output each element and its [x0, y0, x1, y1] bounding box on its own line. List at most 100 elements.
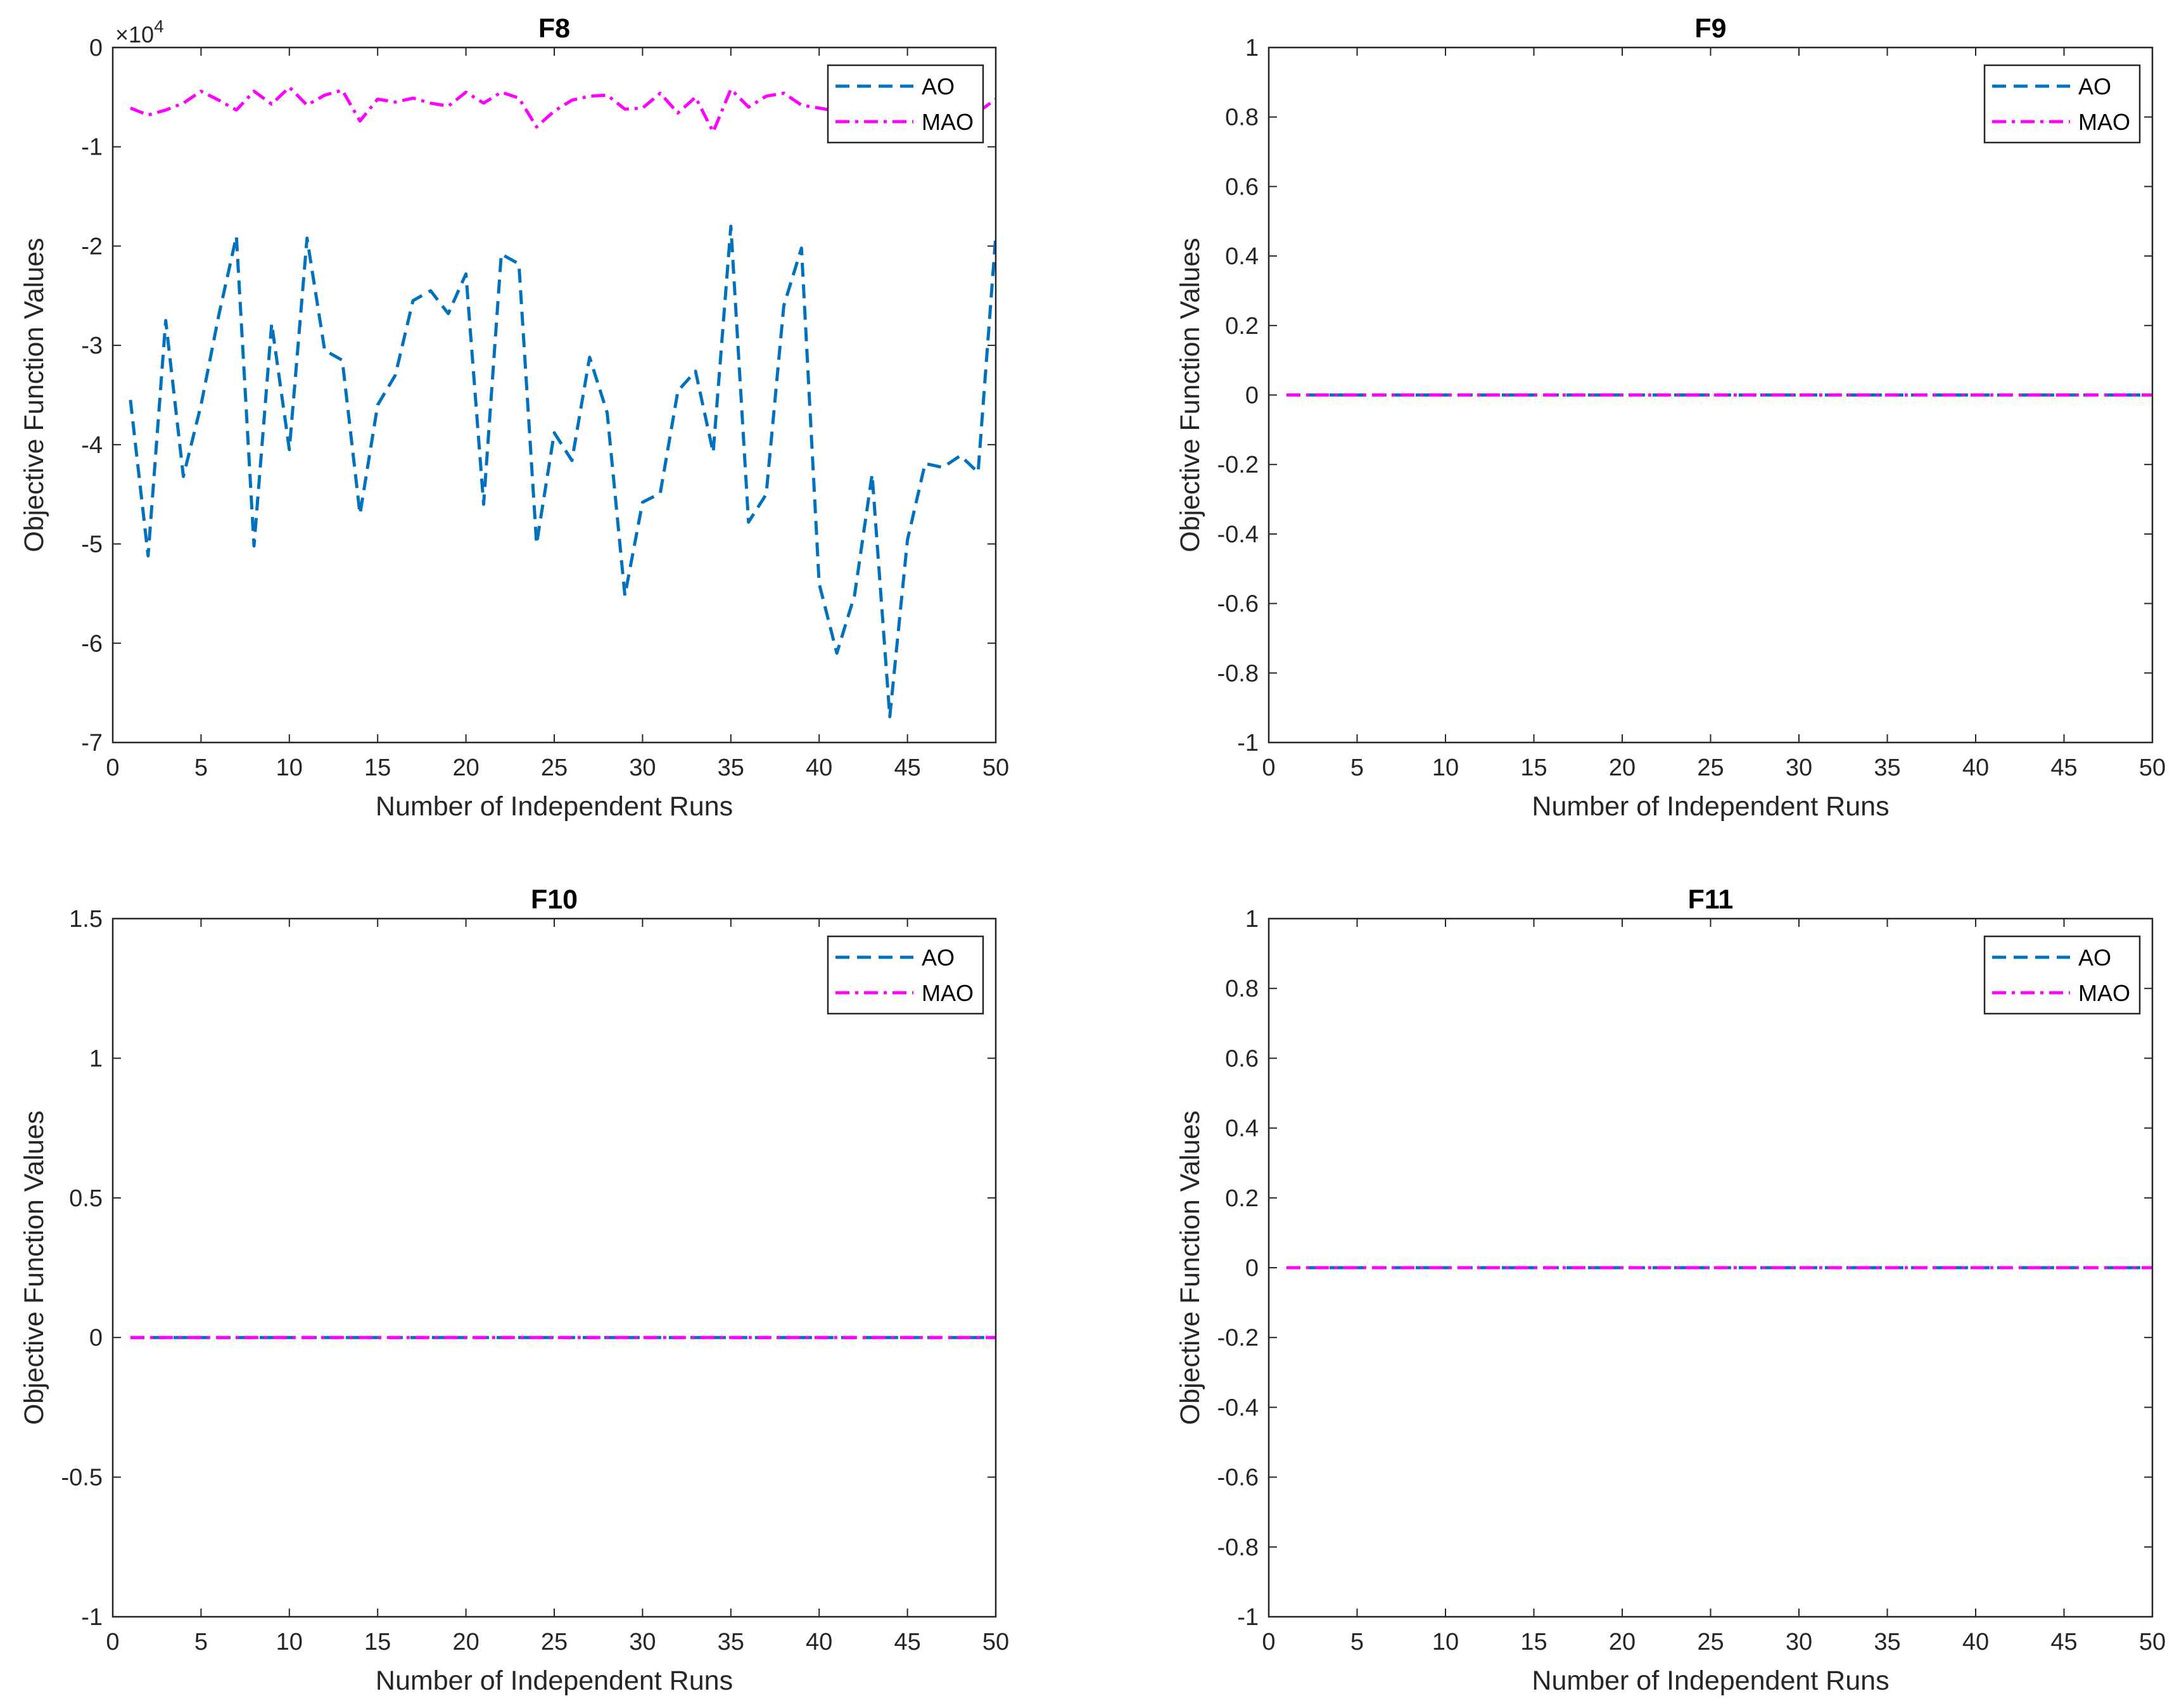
x-tick-label: 35 [1874, 755, 1900, 781]
y-tick-label: -0.8 [1217, 1534, 1259, 1561]
x-tick-label: 45 [894, 755, 920, 781]
x-tick-label: 15 [364, 1629, 391, 1655]
x-tick-label: 50 [982, 1629, 1009, 1655]
y-tick-label: 0.2 [1225, 1185, 1259, 1212]
x-tick-label: 0 [1262, 755, 1275, 781]
axes-box [1267, 46, 2154, 744]
legend: AO MAO [1983, 935, 2141, 1015]
x-tick-label: 30 [629, 1629, 656, 1655]
legend: AO MAO [827, 64, 984, 144]
y-axis-label: Objective Function Values [19, 238, 49, 552]
chart-panel-f10: F10 0 5 10 15 20 25 30 35 40 45 50 1.5 1 0.5 0 -0.5 -1 Num… [19, 884, 1009, 1696]
x-tick-label: 5 [194, 755, 208, 781]
x-tick-label: 50 [982, 755, 1009, 781]
x-tick-label: 30 [1786, 755, 1812, 781]
y-tick-label: 0.2 [1225, 313, 1259, 340]
x-axis-label: Number of Independent Runs [1532, 1666, 1889, 1696]
y-tick-label: 0 [89, 35, 103, 61]
y-tick-label: -1 [81, 1604, 103, 1631]
y-tick-label: 0.4 [1225, 243, 1259, 270]
y-axis-label: Objective Function Values [19, 1111, 49, 1425]
x-tick-label: 35 [718, 1629, 744, 1655]
legend-box [827, 64, 984, 144]
legend-box [827, 935, 984, 1015]
chart-panel-f11: F11 0 5 10 15 20 25 30 35 40 45 50 1 0.8 0.6 0.4 0.2 0 -0.… [1175, 884, 2166, 1696]
plot-area [113, 919, 996, 1617]
x-axis-label: Number of Independent Runs [1532, 791, 1889, 822]
legend: AO MAO [1983, 64, 2141, 144]
x-tick-label: 40 [806, 1629, 832, 1655]
legend-label-mao: MAO [922, 109, 974, 135]
legend-box [1983, 935, 2141, 1015]
legend-label-mao: MAO [2078, 109, 2130, 135]
legend-label-ao: AO [2078, 73, 2111, 99]
y-tick-label: -1 [1237, 1604, 1259, 1631]
legend-label-mao: MAO [2078, 980, 2130, 1006]
y-tick-label: -2 [81, 233, 103, 260]
y-tick-label: 0 [1245, 383, 1259, 409]
y-tick-label: -3 [81, 333, 103, 359]
x-tick-label: 5 [1350, 755, 1364, 781]
x-tick-label: 20 [452, 1629, 479, 1655]
y-tick-label: 1 [1245, 35, 1259, 61]
legend: AO MAO [827, 935, 984, 1015]
legend-label-ao: AO [2078, 945, 2111, 971]
x-tick-label: 25 [541, 755, 568, 781]
axes-box [111, 917, 997, 1618]
y-tick-label: 0.6 [1225, 1045, 1259, 1072]
y-tick-label: -0.5 [61, 1465, 103, 1491]
x-tick-label: 50 [2139, 1629, 2166, 1655]
y-tick-label: -4 [81, 432, 103, 459]
plot-area [113, 48, 996, 742]
y-axis-label: Objective Function Values [1175, 238, 1205, 552]
x-tick-label: 20 [452, 755, 479, 781]
x-tick-label: 10 [1432, 1629, 1459, 1655]
series-line-ao [129, 224, 996, 718]
chart-title: F10 [531, 884, 578, 915]
x-tick-label: 45 [2050, 1629, 2077, 1655]
x-tick-label: 30 [629, 755, 656, 781]
y-tick-label: -0.4 [1217, 1394, 1259, 1421]
y-tick-label: 0 [1245, 1255, 1259, 1282]
y-tick-label: 0.6 [1225, 174, 1259, 200]
legend-box [1983, 64, 2141, 144]
y-tick-label: -0.2 [1217, 452, 1259, 478]
x-tick-label: 35 [1874, 1629, 1900, 1655]
x-tick-label: 35 [718, 755, 744, 781]
y-tick-label: 0.4 [1225, 1116, 1259, 1142]
x-tick-label: 0 [106, 1629, 119, 1655]
x-tick-label: 20 [1609, 755, 1636, 781]
x-tick-label: 0 [106, 755, 119, 781]
y-tick-label: 1 [1245, 906, 1259, 933]
x-tick-label: 25 [1697, 1629, 1724, 1655]
x-axis-label: Number of Independent Runs [376, 791, 733, 822]
x-tick-label: 10 [276, 755, 303, 781]
x-tick-label: 50 [2139, 755, 2166, 781]
y-tick-label: -1 [1237, 730, 1259, 756]
legend-label-ao: AO [922, 73, 955, 99]
x-tick-label: 45 [894, 1629, 920, 1655]
x-tick-label: 5 [194, 1629, 208, 1655]
x-tick-label: 0 [1262, 1629, 1275, 1655]
y-tick-label: 1 [89, 1045, 103, 1072]
x-axis-label: Number of Independent Runs [376, 1666, 733, 1696]
y-tick-label: 1.5 [69, 906, 103, 933]
x-tick-label: 15 [1520, 755, 1547, 781]
y-tick-label: -1 [81, 134, 103, 161]
y-exponent-label: ×104 [115, 16, 164, 48]
axes-box [1267, 917, 2154, 1618]
x-tick-label: 10 [1432, 755, 1459, 781]
y-tick-label: 0.5 [69, 1185, 103, 1212]
chart-title: F8 [538, 13, 570, 44]
x-tick-label: 25 [1697, 755, 1724, 781]
y-tick-label: -7 [81, 730, 103, 756]
y-tick-label: -0.4 [1217, 521, 1259, 548]
x-tick-label: 30 [1786, 1629, 1812, 1655]
y-tick-label: -0.6 [1217, 1465, 1259, 1491]
y-tick-label: -0.2 [1217, 1325, 1259, 1351]
y-tick-label: -0.8 [1217, 660, 1259, 687]
x-tick-label: 25 [541, 1629, 568, 1655]
y-tick-label: 0 [89, 1325, 103, 1351]
y-tick-label: -5 [81, 532, 103, 558]
x-tick-label: 5 [1350, 1629, 1364, 1655]
